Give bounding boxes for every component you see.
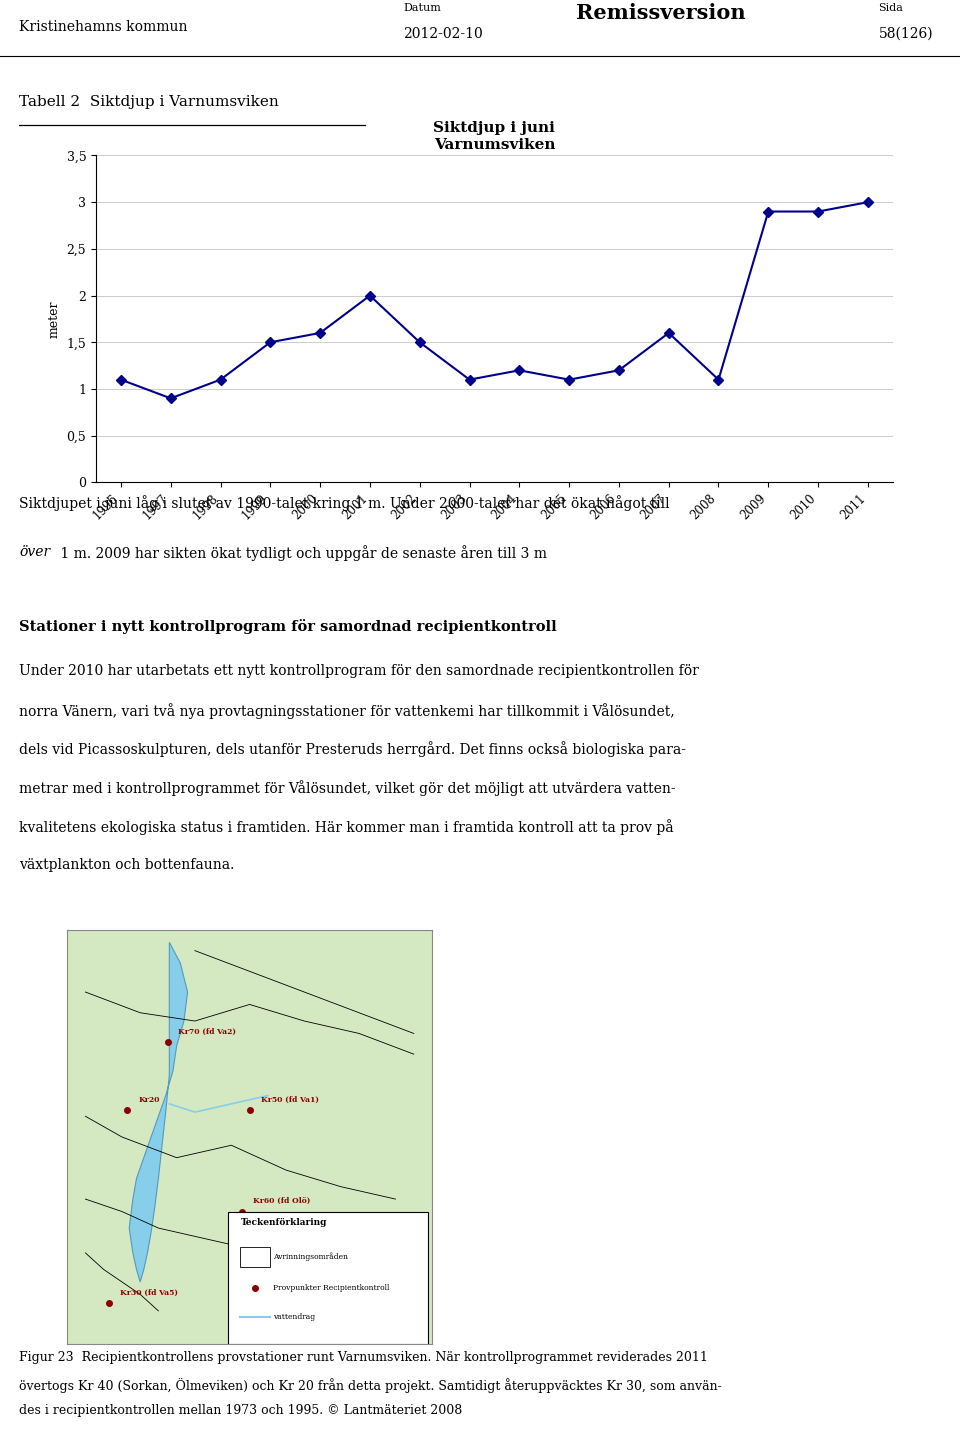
Text: Figur 23  Recipientkontrollens provstationer runt Varnumsviken. När kontrollprog: Figur 23 Recipientkontrollens provstatio… xyxy=(19,1351,708,1364)
Text: kvalitetens ekologiska status i framtiden. Här kommer man i framtida kontroll at: kvalitetens ekologiska status i framtide… xyxy=(19,819,674,835)
Text: Provpunkter Recipientkontroll: Provpunkter Recipientkontroll xyxy=(274,1284,390,1292)
Text: Kr50 (fd Va1): Kr50 (fd Va1) xyxy=(260,1096,319,1104)
FancyBboxPatch shape xyxy=(228,1212,428,1344)
Text: Kr70 (fd Va2): Kr70 (fd Va2) xyxy=(179,1027,236,1036)
Polygon shape xyxy=(130,943,187,1282)
Text: metrar med i kontrollprogrammet för Vålösundet, vilket gör det möjligt att utvär: metrar med i kontrollprogrammet för Vålö… xyxy=(19,780,676,796)
Text: dels vid Picassoskulpturen, dels utanför Presteruds herrgård. Det finns också bi: dels vid Picassoskulpturen, dels utanför… xyxy=(19,741,686,757)
Text: Datum: Datum xyxy=(403,3,441,13)
Text: övertogs Kr 40 (Sorkan, Ölmeviken) och Kr 20 från detta projekt. Samtidigt återu: övertogs Kr 40 (Sorkan, Ölmeviken) och K… xyxy=(19,1377,722,1392)
Text: över: över xyxy=(19,545,50,559)
Text: Teckenförklaring: Teckenförklaring xyxy=(240,1218,326,1226)
Text: Siktdjupet i juni låg i slutet av 1990-talet kring 1 m. Under 2000-talet har det: Siktdjupet i juni låg i slutet av 1990-t… xyxy=(19,495,670,511)
Text: vattendrag: vattendrag xyxy=(274,1314,316,1321)
Text: Kr20: Kr20 xyxy=(138,1096,159,1104)
Text: Remissversion: Remissversion xyxy=(576,3,746,23)
Y-axis label: meter: meter xyxy=(48,301,61,337)
Text: 2012-02-10: 2012-02-10 xyxy=(403,26,483,41)
Title: Siktdjup i juni
Varnumsviken: Siktdjup i juni Varnumsviken xyxy=(434,122,555,151)
Text: 58(126): 58(126) xyxy=(878,26,933,41)
Text: norra Vänern, vari två nya provtagningsstationer för vattenkemi har tillkommit i: norra Vänern, vari två nya provtagningss… xyxy=(19,703,675,719)
Text: Kr60 (fd Olö): Kr60 (fd Olö) xyxy=(253,1197,311,1205)
Text: des i recipientkontrollen mellan 1973 och 1995. © Lantmäteriet 2008: des i recipientkontrollen mellan 1973 oc… xyxy=(19,1404,463,1417)
FancyBboxPatch shape xyxy=(240,1247,270,1267)
Text: 1 m. 2009 har sikten ökat tydligt och uppgår de senaste åren till 3 m: 1 m. 2009 har sikten ökat tydligt och up… xyxy=(56,545,547,561)
Text: Kr30 (fd Va5): Kr30 (fd Va5) xyxy=(120,1289,179,1296)
Text: växtplankton och bottenfauna.: växtplankton och bottenfauna. xyxy=(19,857,234,872)
Text: Kristinehamns kommun: Kristinehamns kommun xyxy=(19,20,188,35)
Text: Avrinningsområden: Avrinningsområden xyxy=(274,1252,348,1261)
Text: Tabell 2  Siktdjup i Varnumsviken: Tabell 2 Siktdjup i Varnumsviken xyxy=(19,94,279,109)
Text: Under 2010 har utarbetats ett nytt kontrollprogram för den samordnade recipientk: Under 2010 har utarbetats ett nytt kontr… xyxy=(19,664,699,679)
Text: Stationer i nytt kontrollprogram för samordnad recipientkontroll: Stationer i nytt kontrollprogram för sam… xyxy=(19,619,557,634)
Text: Sida: Sida xyxy=(878,3,903,13)
